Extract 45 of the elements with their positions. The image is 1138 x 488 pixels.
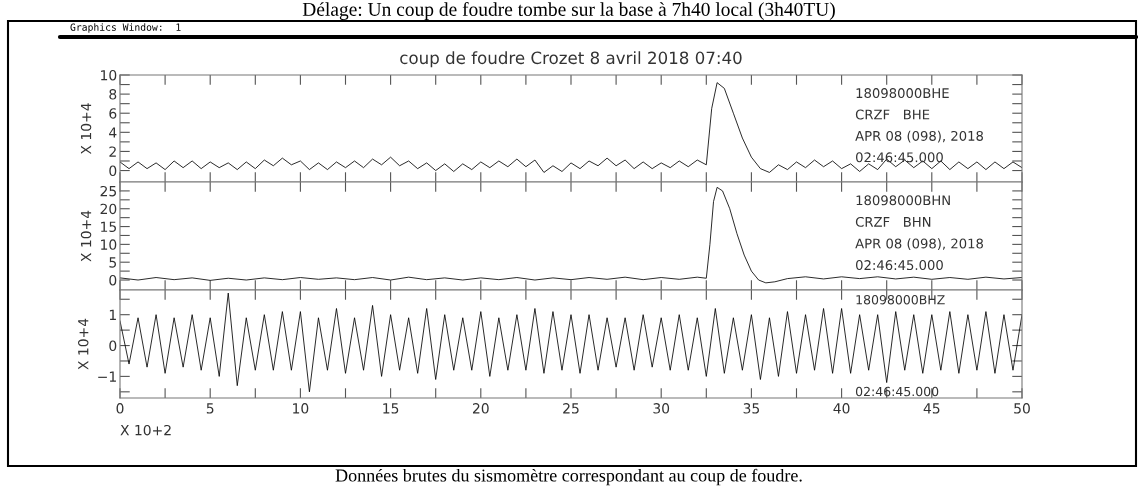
x-tick-label: 40 xyxy=(833,403,850,414)
y-tick-label: 0 xyxy=(109,165,117,177)
y-tick-label: 2 xyxy=(109,146,116,157)
y-axis-title: X 10+4 xyxy=(80,103,92,155)
y-tick-label: 15 xyxy=(101,221,117,233)
y-tick-label: 8 xyxy=(109,89,117,100)
x-tick-label: 45 xyxy=(923,403,940,414)
line-series xyxy=(120,82,1022,173)
y-tick-label: 20 xyxy=(100,203,117,215)
y-tick-label: −1 xyxy=(98,371,116,382)
x-tick-label: 25 xyxy=(563,403,579,414)
y-tick-label: 5 xyxy=(109,257,117,268)
text: Délage: Un coup de foudre tombe sur la base à 7h40 local (3h40TU) xyxy=(302,2,835,20)
y-tick-label: 4 xyxy=(109,127,117,138)
text: Graphics Window: 1 xyxy=(70,23,181,33)
text: Données brutes du sismomètre correspondant au coup de foudre. xyxy=(335,468,802,486)
x-tick-label: 30 xyxy=(653,403,670,414)
annotation: APR 08 (098), 2018 xyxy=(855,130,983,143)
x-tick-label: 20 xyxy=(472,403,489,414)
annotation: 18098000BHE xyxy=(856,88,949,99)
x-tick-label: 50 xyxy=(1014,403,1030,414)
y-tick-label: 6 xyxy=(109,108,117,119)
annotation: APR 08 (098), 2018 xyxy=(855,238,983,251)
y-tick-label: 25 xyxy=(100,185,117,197)
x-tick-label: 5 xyxy=(206,403,214,414)
annotation: 02:46:45.000 xyxy=(856,152,943,163)
chart-title: coup de foudre Crozet 8 avril 2018 07:40 xyxy=(400,51,742,68)
x-tick-label: 0 xyxy=(116,403,124,414)
x-axis-title: X 10+2 xyxy=(120,424,171,436)
line-series xyxy=(120,186,1022,284)
x-tick-label: 35 xyxy=(743,403,760,414)
y-axis-title: X 10+4 xyxy=(80,210,92,262)
y-axis-title: X 10+4 xyxy=(77,318,89,370)
y-tick-label: 10 xyxy=(101,239,117,250)
annotation: 02:46:45.000 xyxy=(856,260,943,271)
y-tick-label: 0 xyxy=(109,274,117,286)
x-tick-label: 10 xyxy=(293,403,309,414)
annotation: CRZF BHE xyxy=(855,109,930,120)
y-tick-label: 10 xyxy=(101,69,117,81)
y-tick-label: 0 xyxy=(109,340,117,352)
annotation: 18098000BHZ xyxy=(856,294,945,305)
y-tick-label: 1 xyxy=(109,309,116,320)
annotation: CRZF BHN xyxy=(855,216,931,227)
annotation: 18098000BHN xyxy=(856,195,950,206)
x-tick-label: 15 xyxy=(383,403,399,414)
